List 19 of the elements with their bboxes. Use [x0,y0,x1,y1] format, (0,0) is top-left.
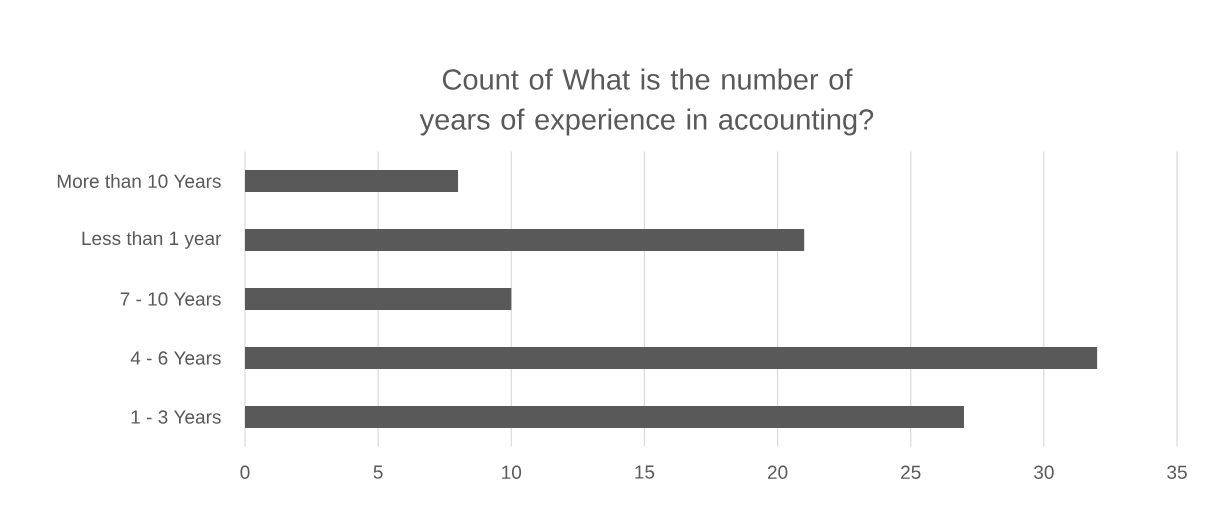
y-tick-label: Less than 1 year [82,231,222,249]
x-tick-label: 25 [901,465,921,479]
x-tick-label: 10 [502,465,522,479]
bar [245,170,459,192]
y-tick-label: 1 - 3 Years [131,410,221,424]
chart-title: Count of What is the number of years of experience in accounting? [419,68,874,136]
bar [245,406,964,428]
bar [245,347,1098,369]
x-tick-label: 15 [635,465,655,479]
y-tick-label: 4 - 6 Years [130,351,221,365]
bar [245,288,512,310]
x-tick-label: 30 [1034,465,1054,479]
x-tick-label: 5 [373,465,383,479]
x-tick-label: 20 [767,465,788,479]
bar [245,229,805,251]
x-tick-label: 0 [240,465,250,479]
x-tick-label: 35 [1167,465,1187,479]
y-tick-label: 7 - 10 Years [120,292,221,306]
y-tick-label: More than 10 Years [57,174,221,188]
